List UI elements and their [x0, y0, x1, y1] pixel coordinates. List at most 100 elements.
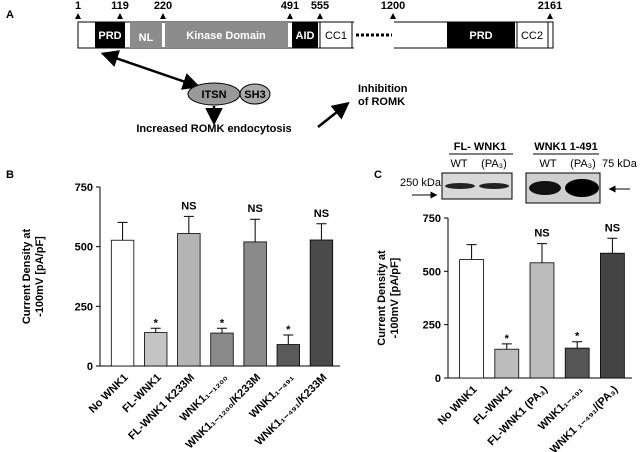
- position-label: 119: [111, 0, 129, 12]
- error-bar: [607, 237, 618, 254]
- error-bar: [117, 221, 128, 241]
- domain: [130, 22, 162, 48]
- position-label: 1200: [381, 0, 405, 12]
- position-tick: [390, 13, 396, 19]
- error-bar: [466, 244, 477, 260]
- blot-group: FL- WNK1: [454, 141, 507, 153]
- bar: [564, 347, 590, 379]
- domain-label: PRD: [98, 30, 121, 42]
- lane-label: WT: [450, 158, 467, 170]
- western-blot: FL- WNK1 WNK1 1-491 WT (PA₃) WT (PA₃) 75…: [400, 141, 638, 204]
- y-axis-label: -100mV [pA/pF]: [389, 257, 401, 338]
- lane-label: (PA₃): [481, 158, 507, 170]
- annotation: NS: [534, 228, 549, 240]
- bar: [177, 233, 201, 367]
- panel-label: C: [374, 169, 382, 181]
- y-tick-label: 250: [75, 301, 93, 313]
- inhibition-label: Inhibition: [358, 83, 408, 95]
- x-tick-label: FL-WNK1 (PA₃): [485, 383, 550, 448]
- lane-label: WT: [539, 158, 556, 170]
- error-bar: [183, 215, 194, 234]
- panel-label: A: [6, 9, 14, 21]
- position-label: 1: [75, 0, 81, 12]
- error-bar: [250, 218, 261, 242]
- domain: [292, 22, 318, 48]
- position-tick: [75, 13, 81, 19]
- error-bar: [537, 243, 547, 263]
- arrow: [317, 101, 350, 128]
- error-bar: [572, 341, 583, 349]
- position-tick: [317, 13, 323, 19]
- domain-label: PRD: [469, 30, 492, 42]
- annotation: NS: [314, 208, 329, 220]
- inhibition-label: of ROMK: [358, 96, 405, 108]
- domain-label: CC2: [521, 30, 543, 42]
- lane-label: (PA₃): [570, 158, 596, 170]
- annotation: NS: [181, 200, 196, 212]
- annotation: NS: [605, 222, 620, 234]
- domain-diagram: PRD NL Kinase Domain AID CC1 PRD CC2 ITS…: [77, 21, 554, 135]
- position-tick: [287, 13, 293, 19]
- position-markers: 1 119 220 491 555 1200 2161: [75, 0, 562, 19]
- band: [529, 181, 561, 195]
- blot-group: WNK1 1-491: [534, 141, 598, 153]
- domain-label: Kinase Domain: [186, 30, 266, 42]
- domain-label: AID: [296, 30, 315, 42]
- y-tick-label: 500: [423, 266, 441, 278]
- endocytosis-label: Increased ROMK endocytosis: [136, 123, 291, 135]
- error-bar: [501, 343, 512, 350]
- band: [565, 179, 599, 197]
- annotation: *: [575, 331, 580, 343]
- domain: [95, 22, 125, 48]
- bar: [459, 259, 484, 379]
- annotation: *: [505, 333, 510, 345]
- bar: [243, 241, 267, 367]
- position-tick: [117, 13, 123, 19]
- bar: [309, 239, 334, 367]
- y-tick-label: 750: [423, 213, 441, 225]
- annotation: *: [286, 324, 291, 336]
- y-tick-label: 250: [423, 320, 441, 332]
- error-bar: [316, 223, 327, 240]
- interaction-arrow: [100, 50, 201, 90]
- annotation: *: [154, 317, 159, 329]
- marker-label: 75 kDa: [602, 158, 638, 170]
- y-tick-label: 750: [75, 182, 93, 194]
- y-tick-label: 500: [75, 242, 93, 254]
- position-label: 2161: [538, 0, 562, 12]
- domain-label: CC1: [325, 30, 347, 42]
- bar: [210, 332, 234, 367]
- itsn-shape: [187, 82, 241, 106]
- domain: [165, 22, 288, 48]
- domain: [447, 22, 515, 48]
- y-axis-label: Current Density at: [21, 228, 33, 324]
- bar: [600, 252, 625, 379]
- bar: [110, 239, 135, 367]
- position-tick: [547, 13, 553, 19]
- position-label: 491: [281, 0, 299, 12]
- sh3-label: SH3: [244, 89, 265, 101]
- band: [445, 183, 475, 189]
- bar: [276, 344, 300, 367]
- y-tick-label: 0: [435, 373, 441, 385]
- bar: [529, 262, 555, 379]
- error-bar: [217, 327, 227, 334]
- domain: [516, 21, 549, 49]
- marker-label: 250 kDa: [400, 177, 442, 189]
- position-label: 220: [154, 0, 172, 12]
- itsn-label: ITSN: [201, 89, 226, 101]
- band: [479, 183, 509, 189]
- y-axis-label: -100mV [pA/pF]: [34, 236, 46, 317]
- panel-label: B: [6, 169, 14, 181]
- bar: [494, 348, 520, 379]
- domain: [319, 21, 353, 49]
- bar: [144, 332, 168, 367]
- position-label: 555: [311, 0, 329, 12]
- domain-label: NL: [139, 32, 154, 44]
- error-bar: [150, 327, 161, 333]
- position-tick: [160, 13, 166, 19]
- y-axis-label: Current Density at: [376, 250, 388, 346]
- annotation: *: [220, 317, 225, 329]
- y-tick-label: 0: [87, 361, 93, 373]
